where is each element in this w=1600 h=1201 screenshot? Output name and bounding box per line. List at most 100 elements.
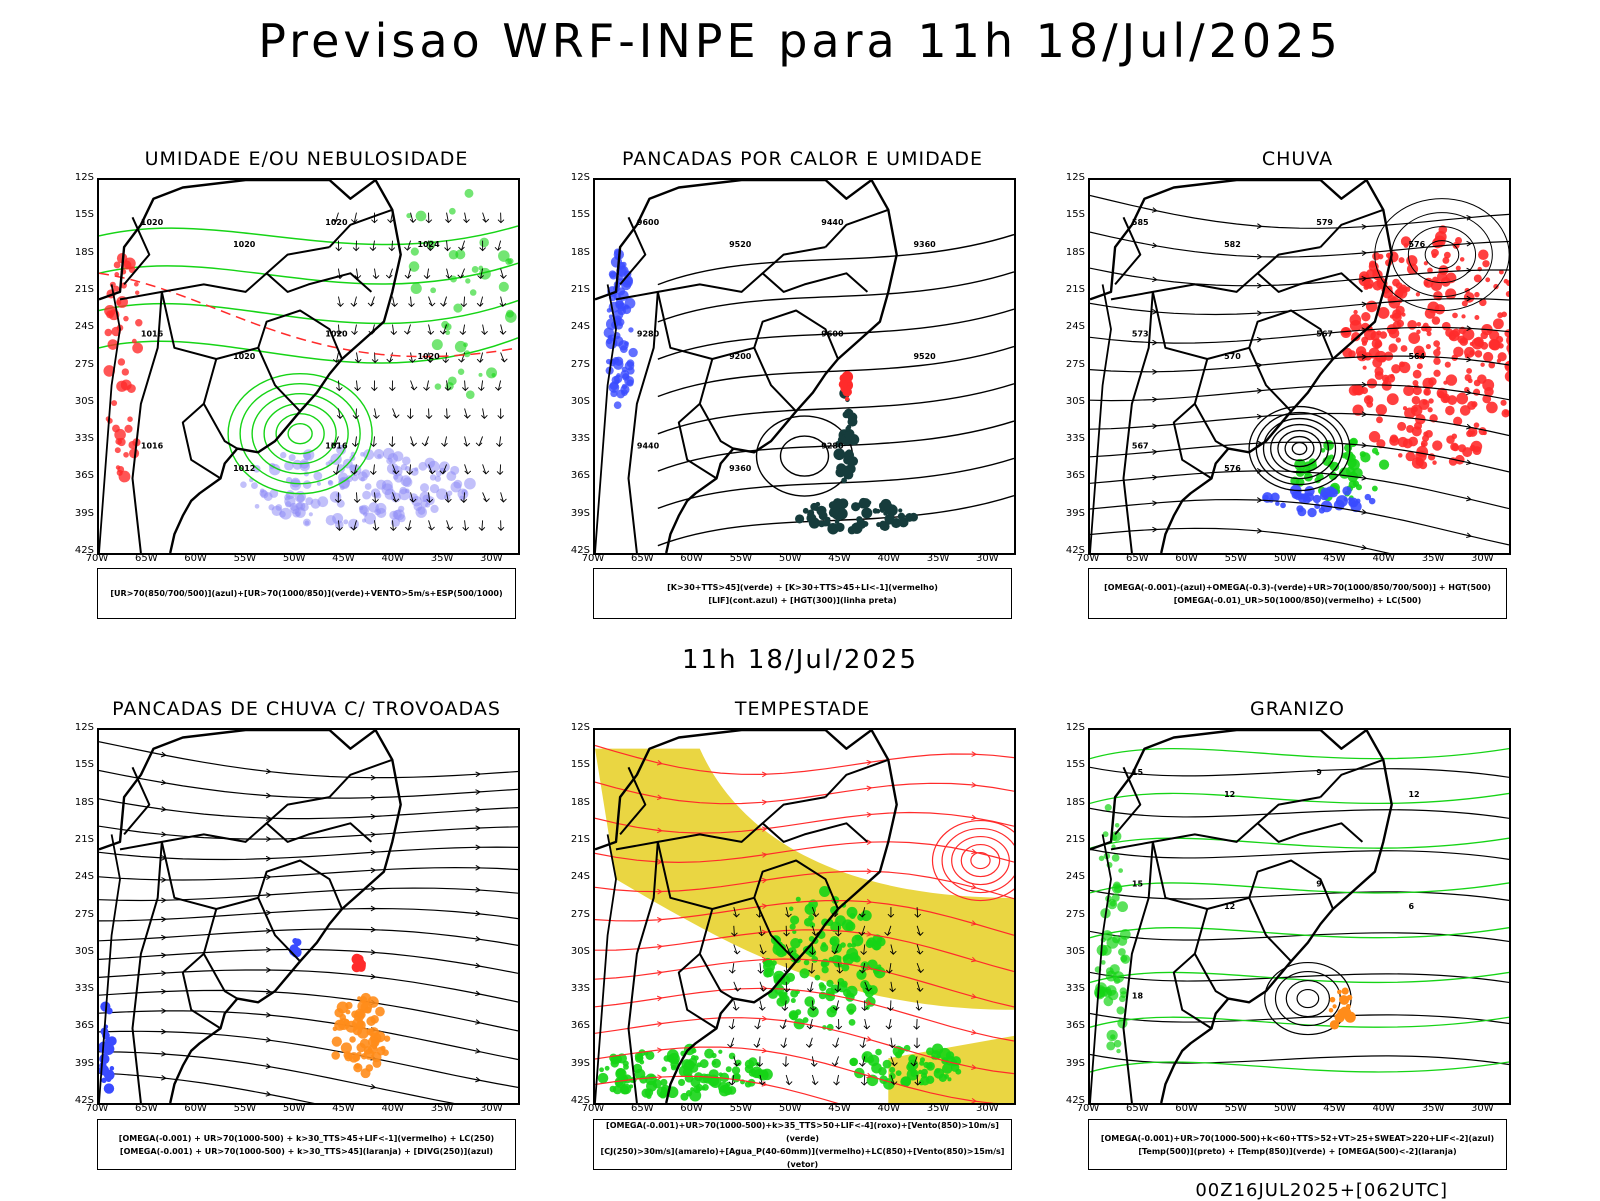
lon-label: 45W: [822, 1103, 856, 1114]
lat-label: 30S: [70, 946, 94, 957]
legend-caption-umidade: [UR>70(850/700/500)](azul)+[UR>70(1000/8…: [97, 568, 516, 619]
lon-label: 70W: [576, 553, 610, 564]
lat-label: 33S: [1061, 433, 1085, 444]
lat-label: 30S: [566, 946, 590, 957]
legend-line: [CJ(250)>30m/s](amarelo)+[Agua_P(40-60mm…: [594, 1145, 1011, 1171]
lat-label: 33S: [1061, 983, 1085, 994]
legend-line: [OMEGA(-0.01)_UR>50(1000/850)(vermelho) …: [1089, 594, 1506, 607]
legend-line: [OMEGA(-0.001) + UR>70(1000-500) + k>30_…: [98, 1132, 515, 1145]
contour-label: 9280: [637, 330, 660, 339]
contour-label: 9600: [821, 330, 844, 339]
contour-label: 570: [1224, 352, 1241, 361]
lon-label: 65W: [1120, 553, 1154, 564]
contour-label: 567: [1132, 442, 1149, 451]
lon-label: 30W: [1465, 553, 1499, 564]
lon-label: 40W: [872, 1103, 906, 1114]
lon-label: 65W: [625, 1103, 659, 1114]
map-trovoadas: [97, 728, 520, 1105]
lon-label: 60W: [179, 553, 213, 564]
lat-label: 27S: [70, 359, 94, 370]
lon-label: 60W: [1170, 553, 1204, 564]
lon-label: 40W: [1367, 1103, 1401, 1114]
lat-label: 24S: [1061, 871, 1085, 882]
legend-caption-granizo: [OMEGA(-0.001)+UR>70(1000-500)+k<60+TTS>…: [1088, 1119, 1507, 1170]
lon-label: 35W: [425, 1103, 459, 1114]
legend-line: [OMEGA(-0.001)+UR>70(1000-500)+k>35_TTS>…: [594, 1119, 1011, 1145]
contour-label: 1020: [233, 352, 256, 361]
lat-label: 39S: [566, 508, 590, 519]
lat-label: 12S: [566, 172, 590, 183]
legend-caption-pancadas_calor: [K>30+TTS>45](verde) + [K>30+TTS>45+LI<-…: [593, 568, 1012, 619]
lon-label: 35W: [921, 1103, 955, 1114]
lat-label: 33S: [566, 433, 590, 444]
legend-line: [LIF](cont.azul) + [HGT(300)](linha pret…: [594, 594, 1011, 607]
lon-label: 30W: [1465, 1103, 1499, 1114]
contour-label: 6: [1408, 902, 1414, 911]
lon-label: 30W: [474, 1103, 508, 1114]
lat-label: 24S: [1061, 321, 1085, 332]
lat-label: 36S: [566, 1020, 590, 1031]
legend-caption-chuva: [OMEGA(-0.001)-(azul)+OMEGA(-0.3)-(verde…: [1088, 568, 1507, 619]
lon-label: 50W: [1268, 553, 1302, 564]
contour-label: 573: [1132, 330, 1149, 339]
lat-label: 21S: [1061, 834, 1085, 845]
contour-label: 9200: [729, 352, 752, 361]
map-layer-trovoadas: [99, 730, 518, 1103]
contour-label: 585: [1132, 218, 1149, 227]
lat-label: 21S: [566, 284, 590, 295]
lon-label: 30W: [474, 553, 508, 564]
contour-label: 18: [1132, 992, 1144, 1001]
contour-label: 9440: [821, 218, 844, 227]
legend-line: [OMEGA(-0.001)+UR>70(1000-500)+k<60+TTS>…: [1089, 1132, 1506, 1145]
lon-label: 50W: [277, 1103, 311, 1114]
contour-label: 576: [1224, 464, 1241, 473]
lon-label: 55W: [724, 1103, 758, 1114]
lon-label: 65W: [1120, 1103, 1154, 1114]
lat-label: 27S: [566, 359, 590, 370]
lat-label: 12S: [1061, 722, 1085, 733]
contour-label: 9: [1316, 768, 1322, 777]
mid-date: 11h 18/Jul/2025: [0, 645, 1600, 675]
lat-label: 15S: [566, 209, 590, 220]
panel-title-trovoadas: PANCADAS DE CHUVA C/ TROVOADAS: [57, 698, 556, 720]
lat-label: 15S: [1061, 209, 1085, 220]
lon-label: 70W: [1071, 1103, 1105, 1114]
lon-label: 55W: [1219, 553, 1253, 564]
lon-label: 60W: [179, 1103, 213, 1114]
lat-label: 24S: [70, 321, 94, 332]
lat-label: 39S: [566, 1058, 590, 1069]
lon-label: 50W: [277, 553, 311, 564]
contour-label: 9600: [637, 218, 660, 227]
lat-label: 18S: [566, 247, 590, 258]
lon-label: 35W: [1416, 1103, 1450, 1114]
lat-label: 21S: [70, 834, 94, 845]
contour-label: 564: [1408, 352, 1425, 361]
map-tempestade: [593, 728, 1016, 1105]
contour-label: 9360: [913, 240, 936, 249]
lon-label: 70W: [80, 553, 114, 564]
panel-title-tempestade: TEMPESTADE: [553, 698, 1052, 720]
lat-label: 18S: [1061, 247, 1085, 258]
lon-label: 65W: [129, 553, 163, 564]
contour-label: 1020: [325, 330, 348, 339]
lon-label: 40W: [872, 553, 906, 564]
lat-label: 30S: [566, 396, 590, 407]
lon-label: 55W: [228, 553, 262, 564]
lat-label: 12S: [70, 722, 94, 733]
lat-label: 18S: [566, 797, 590, 808]
lat-label: 36S: [566, 470, 590, 481]
contour-label: 9520: [729, 240, 752, 249]
lat-label: 27S: [1061, 909, 1085, 920]
map-layer-umidade: 1020102010201024101610201020102010161012…: [99, 180, 518, 553]
lat-label: 21S: [70, 284, 94, 295]
panel-title-umidade: UMIDADE E/OU NEBULOSIDADE: [57, 148, 556, 170]
lon-label: 60W: [675, 553, 709, 564]
lat-label: 18S: [70, 247, 94, 258]
lon-label: 55W: [724, 553, 758, 564]
lat-label: 18S: [70, 797, 94, 808]
contour-label: 1012: [233, 464, 255, 473]
map-layer-pancadas_calor: 9600952094409360928092009600952094409360…: [595, 180, 1014, 553]
lat-label: 30S: [1061, 946, 1085, 957]
